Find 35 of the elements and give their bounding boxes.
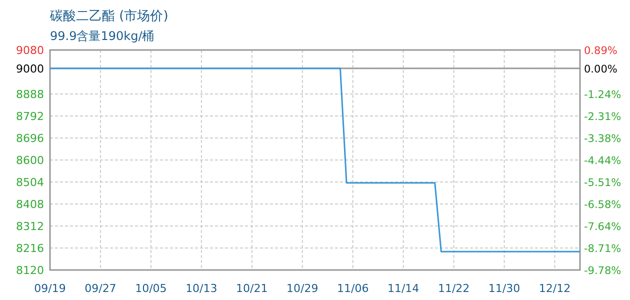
x-tick-label: 11/06	[337, 282, 369, 295]
x-tick-label: 11/22	[438, 282, 470, 295]
chart-subtitle: 99.9含量190kg/桶	[50, 29, 154, 43]
y2-tick-label: -2.31%	[584, 110, 622, 123]
y-tick-label: 8408	[16, 198, 44, 211]
y-tick-label: 8696	[16, 132, 44, 145]
y-tick-label: 8120	[16, 264, 44, 277]
y-tick-label: 8792	[16, 110, 44, 123]
y2-tick-label: -3.38%	[584, 133, 622, 146]
x-tick-label: 10/05	[135, 282, 167, 295]
y2-tick-label: -1.24%	[584, 88, 622, 101]
x-tick-label: 11/14	[387, 282, 420, 295]
x-tick-label: 09/19	[34, 282, 66, 295]
x-tick-label: 12/12	[538, 282, 571, 295]
x-tick-label: 10/21	[236, 282, 268, 295]
y-tick-label: 9080	[16, 44, 44, 57]
y-tick-label: 8888	[16, 88, 44, 101]
y2-tick-label: -8.71%	[584, 242, 622, 255]
x-tick-label: 10/13	[186, 282, 218, 295]
y-tick-label: 8216	[16, 242, 44, 255]
y2-tick-label: -5.51%	[584, 176, 622, 189]
y-tick-label: 8504	[16, 176, 44, 189]
x-tick-label: 11/30	[488, 282, 520, 295]
y2-tick-label: 0.89%	[584, 45, 618, 57]
chart-title: 碳酸二乙酯 (市场价)	[49, 9, 168, 24]
y2-tick-label: -6.58%	[584, 199, 622, 212]
y-tick-label: 8312	[16, 220, 44, 233]
y2-tick-label: -7.64%	[584, 220, 622, 233]
x-tick-label: 10/29	[286, 282, 318, 295]
y2-tick-label: 0.00%	[584, 63, 618, 76]
y2-tick-label: -9.78%	[584, 265, 622, 277]
y-tick-label: 8600	[16, 154, 44, 167]
y2-tick-label: -4.44%	[584, 154, 622, 167]
x-tick-label: 09/27	[84, 282, 116, 295]
y-tick-label: 9000	[16, 62, 44, 76]
